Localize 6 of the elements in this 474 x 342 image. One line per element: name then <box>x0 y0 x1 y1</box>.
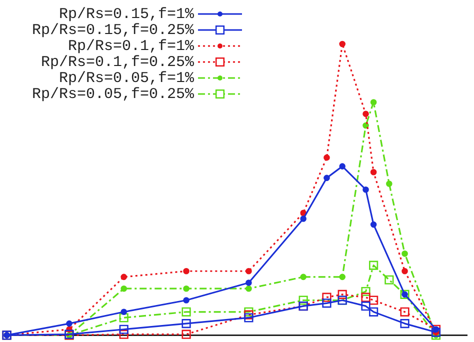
legend-label: Rp/Rs=0.05,f=1% <box>58 70 194 86</box>
legend-label: Rp/Rs=0.15,f=1% <box>58 6 194 22</box>
legend-label: Rp/Rs=0.1,f=1% <box>68 38 194 54</box>
legend-label: Rp/Rs=0.05,f=0.25% <box>32 86 194 102</box>
legend-label: Rp/Rs=0.15,f=0.25% <box>32 22 194 38</box>
legend-label: Rp/Rs=0.1,f=0.25% <box>40 54 194 70</box>
